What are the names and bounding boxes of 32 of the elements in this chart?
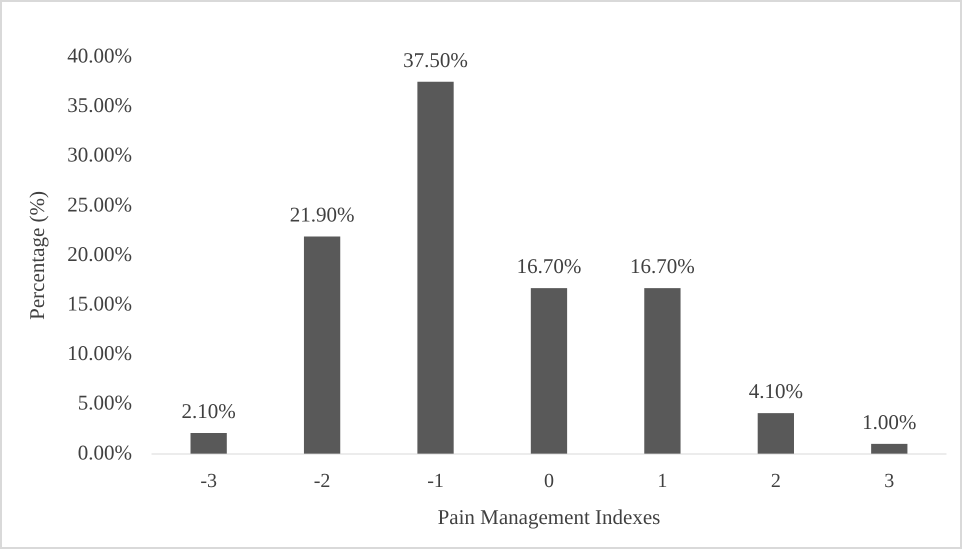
x-tick-label: 0 (544, 470, 554, 492)
x-axis-title: Pain Management Indexes (438, 504, 660, 529)
x-tick-label: -2 (314, 470, 330, 492)
bar (871, 444, 908, 454)
data-label: 4.10% (748, 379, 803, 404)
y-tick-label: 35.00% (67, 93, 132, 118)
y-tick-label: 30.00% (67, 142, 132, 167)
data-label: 21.90% (290, 202, 354, 227)
x-tick-label: 3 (884, 470, 894, 492)
y-tick-label: 15.00% (67, 292, 132, 316)
x-tick-label: 1 (657, 470, 668, 492)
bar (417, 82, 454, 454)
y-tick-label: 20.00% (67, 242, 132, 266)
data-label: 16.70% (630, 254, 695, 278)
data-label: 37.50% (403, 48, 468, 72)
data-label: 1.00% (862, 410, 916, 434)
x-tick-label: -3 (200, 470, 217, 492)
bar (304, 236, 340, 454)
y-tick-label: 0.00% (78, 440, 132, 464)
bar (644, 288, 681, 454)
x-tick-label: -1 (427, 470, 444, 492)
y-axis-title: Percentage (%) (25, 190, 50, 320)
data-label: 16.70% (516, 254, 582, 278)
bar (530, 288, 568, 454)
bar (758, 413, 794, 454)
y-tick-label: 10.00% (67, 341, 132, 366)
x-tick-label: 2 (770, 470, 781, 492)
y-tick-label: 5.00% (78, 390, 132, 415)
y-tick-label: 25.00% (67, 192, 132, 216)
data-label: 2.10% (182, 398, 236, 423)
bar (190, 432, 227, 454)
y-tick-label: 40.00% (67, 44, 132, 68)
